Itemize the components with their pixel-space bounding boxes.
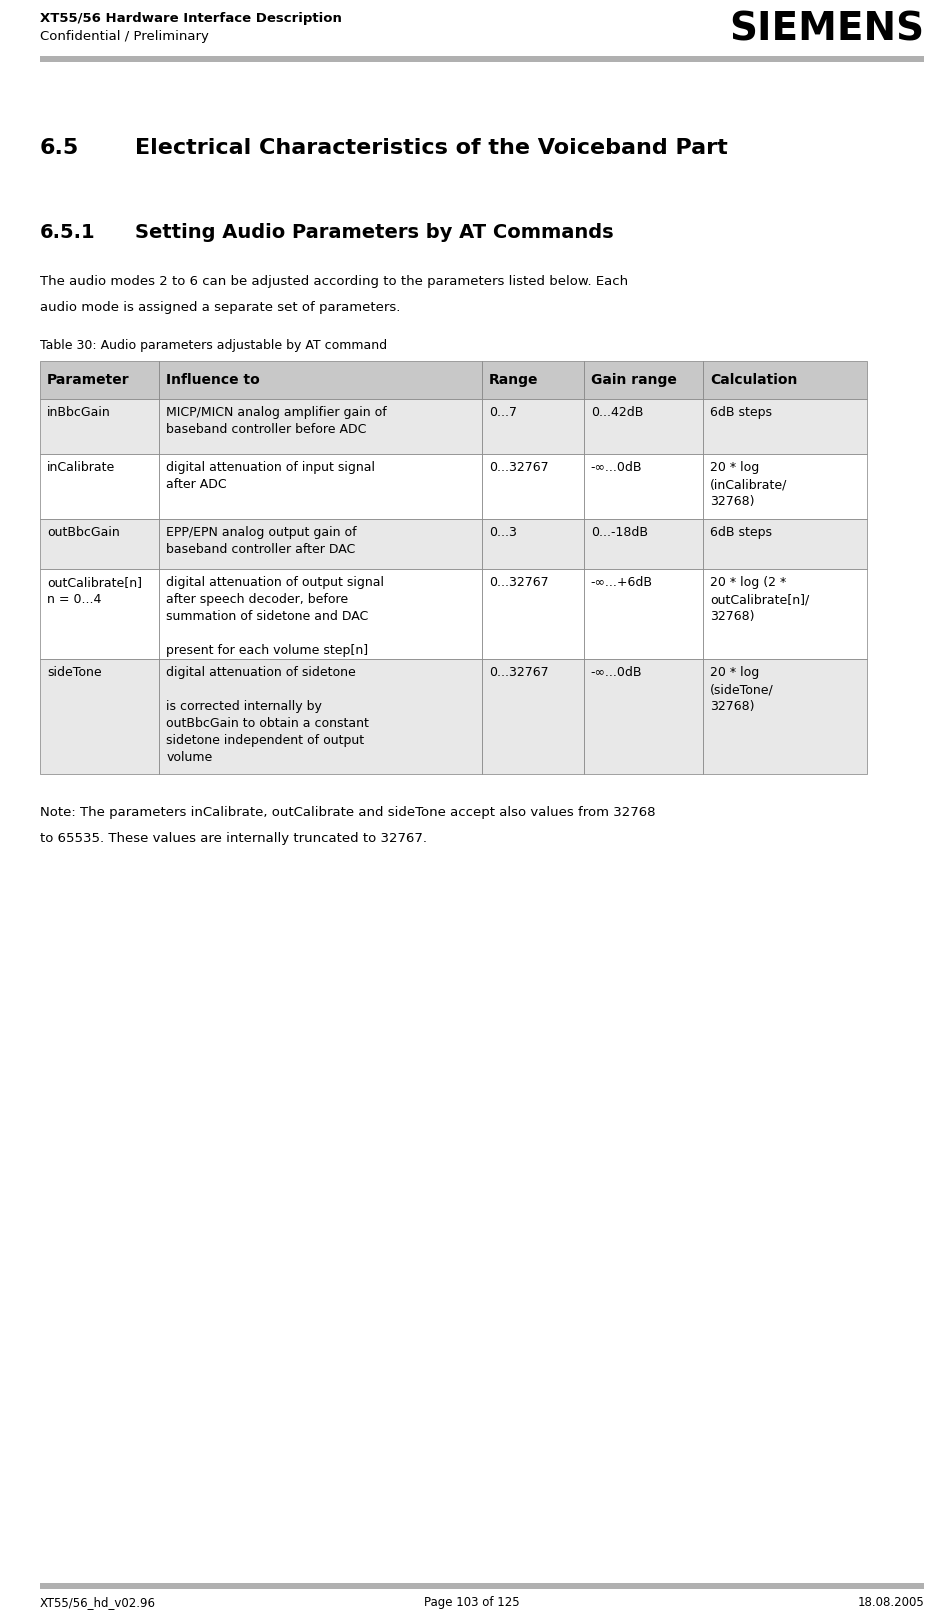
Bar bbox=[482, 659, 583, 773]
Text: 6.5.1: 6.5.1 bbox=[40, 223, 95, 243]
Text: digital attenuation of sidetone

is corrected internally by
outBbcGain to obtain: digital attenuation of sidetone is corre… bbox=[166, 667, 369, 764]
Text: XT55/56 Hardware Interface Description: XT55/56 Hardware Interface Description bbox=[40, 11, 342, 24]
Text: EPP/EPN analog output gain of
baseband controller after DAC: EPP/EPN analog output gain of baseband c… bbox=[166, 526, 357, 557]
Text: -∞...0dB: -∞...0dB bbox=[591, 667, 642, 680]
Text: Calculation: Calculation bbox=[710, 374, 798, 387]
Text: 0...32767: 0...32767 bbox=[489, 667, 548, 680]
Bar bbox=[583, 361, 703, 400]
Text: outBbcGain: outBbcGain bbox=[47, 526, 120, 539]
Text: Electrical Characteristics of the Voiceband Part: Electrical Characteristics of the Voiceb… bbox=[135, 138, 728, 159]
Text: Setting Audio Parameters by AT Commands: Setting Audio Parameters by AT Commands bbox=[135, 223, 614, 243]
Text: inBbcGain: inBbcGain bbox=[47, 406, 110, 419]
Text: audio mode is assigned a separate set of parameters.: audio mode is assigned a separate set of… bbox=[40, 301, 400, 314]
Text: Confidential / Preliminary: Confidential / Preliminary bbox=[40, 31, 209, 44]
Text: 20 * log
(inCalibrate/
32768): 20 * log (inCalibrate/ 32768) bbox=[710, 461, 787, 508]
Bar bbox=[583, 455, 703, 519]
Text: 0...32767: 0...32767 bbox=[489, 461, 548, 474]
Bar bbox=[40, 361, 160, 400]
Bar bbox=[40, 400, 160, 455]
Text: outCalibrate[n]
n = 0...4: outCalibrate[n] n = 0...4 bbox=[47, 576, 142, 607]
Text: Influence to: Influence to bbox=[166, 374, 261, 387]
Bar bbox=[583, 400, 703, 455]
Text: 0...3: 0...3 bbox=[489, 526, 517, 539]
Bar bbox=[703, 570, 867, 659]
Bar bbox=[160, 455, 482, 519]
Bar bbox=[40, 57, 924, 61]
Text: Parameter: Parameter bbox=[47, 374, 129, 387]
Bar bbox=[160, 659, 482, 773]
Bar bbox=[482, 361, 583, 400]
Bar bbox=[703, 455, 867, 519]
Bar bbox=[583, 659, 703, 773]
Text: 0...32767: 0...32767 bbox=[489, 576, 548, 589]
Text: inCalibrate: inCalibrate bbox=[47, 461, 115, 474]
Bar bbox=[482, 519, 583, 570]
Text: Table 30: Audio parameters adjustable by AT command: Table 30: Audio parameters adjustable by… bbox=[40, 340, 387, 353]
Bar bbox=[40, 455, 160, 519]
Text: Gain range: Gain range bbox=[591, 374, 677, 387]
Text: The audio modes 2 to 6 can be adjusted according to the parameters listed below.: The audio modes 2 to 6 can be adjusted a… bbox=[40, 275, 628, 288]
Text: -∞...+6dB: -∞...+6dB bbox=[591, 576, 652, 589]
Bar bbox=[703, 659, 867, 773]
Text: 20 * log (2 *
outCalibrate[n]/
32768): 20 * log (2 * outCalibrate[n]/ 32768) bbox=[710, 576, 809, 623]
Bar bbox=[703, 361, 867, 400]
Text: 0...42dB: 0...42dB bbox=[591, 406, 643, 419]
Text: sideTone: sideTone bbox=[47, 667, 102, 680]
Bar bbox=[160, 361, 482, 400]
Text: Range: Range bbox=[489, 374, 538, 387]
Bar bbox=[40, 570, 160, 659]
Text: Note: The parameters inCalibrate, outCalibrate and sideTone accept also values f: Note: The parameters inCalibrate, outCal… bbox=[40, 806, 655, 819]
Text: 0...-18dB: 0...-18dB bbox=[591, 526, 648, 539]
Bar bbox=[482, 455, 583, 519]
Bar bbox=[40, 1582, 924, 1589]
Text: 6dB steps: 6dB steps bbox=[710, 406, 772, 419]
Text: 6.5: 6.5 bbox=[40, 138, 79, 159]
Text: MICP/MICN analog amplifier gain of
baseband controller before ADC: MICP/MICN analog amplifier gain of baseb… bbox=[166, 406, 387, 435]
Text: 18.08.2005: 18.08.2005 bbox=[857, 1595, 924, 1608]
Text: Page 103 of 125: Page 103 of 125 bbox=[424, 1595, 520, 1608]
Text: digital attenuation of input signal
after ADC: digital attenuation of input signal afte… bbox=[166, 461, 376, 490]
Bar bbox=[583, 519, 703, 570]
Text: digital attenuation of output signal
after speech decoder, before
summation of s: digital attenuation of output signal aft… bbox=[166, 576, 384, 657]
Bar bbox=[40, 659, 160, 773]
Text: XT55/56_hd_v02.96: XT55/56_hd_v02.96 bbox=[40, 1595, 156, 1608]
Bar bbox=[482, 570, 583, 659]
Bar bbox=[482, 400, 583, 455]
Text: to 65535. These values are internally truncated to 32767.: to 65535. These values are internally tr… bbox=[40, 832, 427, 845]
Bar bbox=[703, 400, 867, 455]
Text: 6dB steps: 6dB steps bbox=[710, 526, 772, 539]
Bar bbox=[703, 519, 867, 570]
Text: SIEMENS: SIEMENS bbox=[729, 10, 924, 49]
Bar bbox=[160, 519, 482, 570]
Bar bbox=[583, 570, 703, 659]
Text: -∞...0dB: -∞...0dB bbox=[591, 461, 642, 474]
Text: 20 * log
(sideTone/
32768): 20 * log (sideTone/ 32768) bbox=[710, 667, 774, 714]
Bar bbox=[160, 400, 482, 455]
Text: 0...7: 0...7 bbox=[489, 406, 517, 419]
Bar bbox=[40, 519, 160, 570]
Bar bbox=[160, 570, 482, 659]
